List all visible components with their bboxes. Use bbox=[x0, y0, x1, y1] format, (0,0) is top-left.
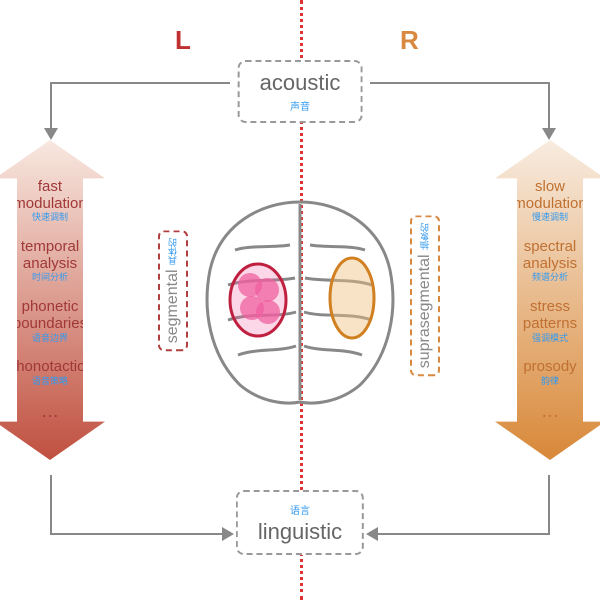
feature-item: phonotactics语音策略 bbox=[8, 358, 92, 386]
brain-illustration bbox=[180, 190, 420, 410]
connector bbox=[548, 82, 550, 130]
right-features-arrow: slowmodulation慢速调制 spectralanalysis频谱分析 st… bbox=[495, 140, 600, 460]
left-features-arrow: fastmodulation快速调制 temporalanalysis时间分析 ph… bbox=[0, 140, 105, 460]
connector bbox=[375, 533, 550, 535]
arrow-head-icon bbox=[44, 128, 58, 140]
acoustic-label-zh: 声音 bbox=[260, 98, 341, 113]
segmental-en: segmental bbox=[164, 269, 181, 343]
label-right-hemisphere: R bbox=[400, 25, 419, 56]
feature-item: spectralanalysis频谱分析 bbox=[523, 238, 577, 283]
feature-item: slowmodulation慢速调制 bbox=[513, 178, 586, 223]
connector bbox=[50, 475, 52, 535]
connector bbox=[50, 533, 225, 535]
connector bbox=[370, 82, 550, 84]
arrow-head-icon bbox=[542, 128, 556, 140]
feature-item: fastmodulation快速调制 bbox=[13, 178, 86, 223]
label-left-hemisphere: L bbox=[175, 25, 191, 56]
suprasegmental-zh: 抽象的 bbox=[420, 223, 430, 250]
feature-item: temporalanalysis时间分析 bbox=[21, 238, 79, 283]
linguistic-label-en: linguistic bbox=[258, 519, 342, 544]
ellipsis: … bbox=[41, 401, 59, 422]
arrow-head-icon bbox=[222, 527, 234, 541]
ellipsis: … bbox=[541, 401, 559, 422]
connector bbox=[548, 475, 550, 535]
acoustic-label-en: acoustic bbox=[260, 70, 341, 95]
linguistic-label-zh: 语言 bbox=[258, 502, 342, 517]
linguistic-box: 语言 linguistic bbox=[236, 490, 364, 555]
feature-item: stresspatterns强调模式 bbox=[523, 298, 577, 343]
acoustic-box: acoustic 声音 bbox=[238, 60, 363, 123]
feature-item: prosody韵律 bbox=[523, 358, 576, 386]
feature-item: phoneticboundaries语音边界 bbox=[13, 298, 87, 343]
segmental-zh: 具体的 bbox=[168, 238, 178, 265]
connector bbox=[50, 82, 230, 84]
connector bbox=[50, 82, 52, 130]
arrow-head-icon bbox=[366, 527, 378, 541]
